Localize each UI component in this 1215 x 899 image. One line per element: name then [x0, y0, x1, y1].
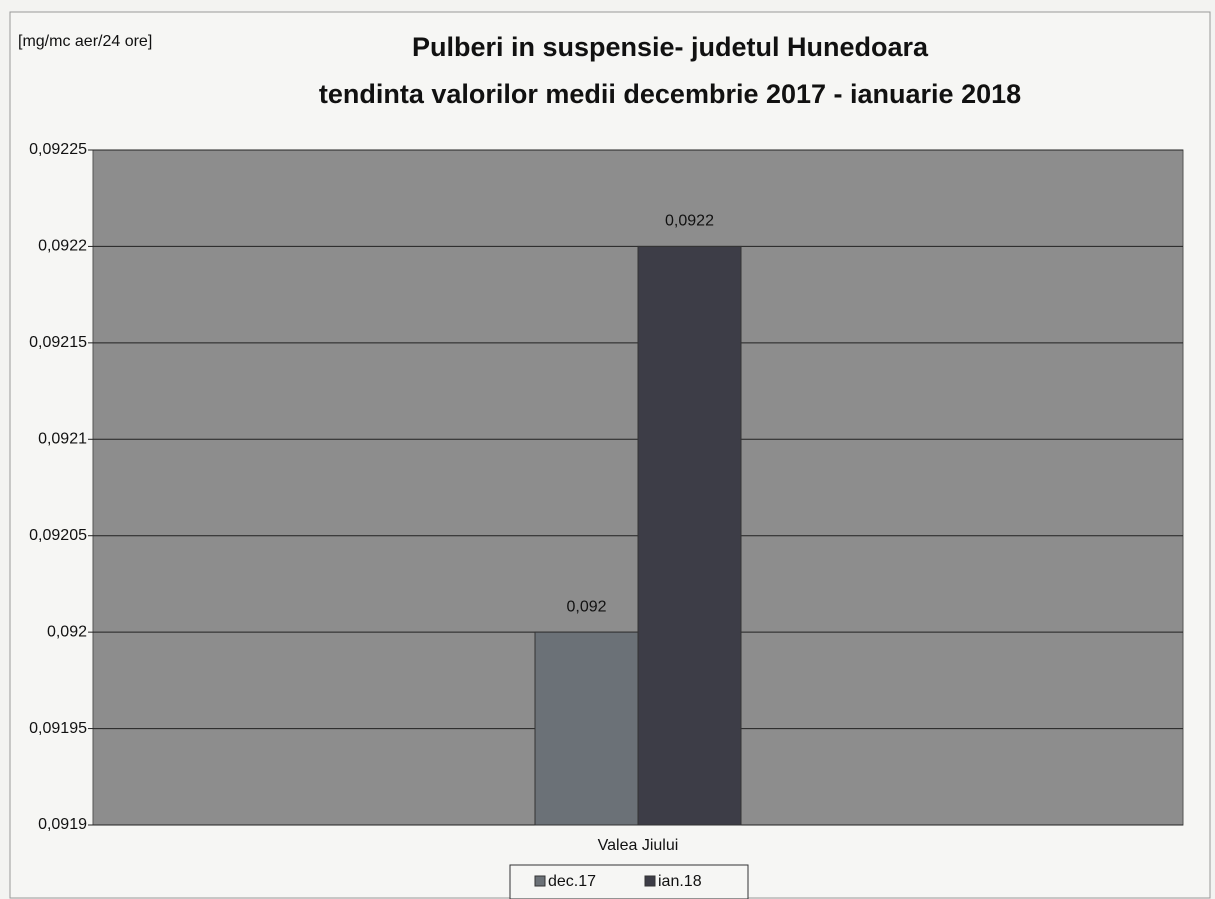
y-tick-label: 0,09195 — [29, 720, 87, 737]
y-tick-label: 0,09225 — [29, 141, 87, 158]
y-tick-label: 0,0919 — [38, 816, 87, 833]
bar — [534, 631, 639, 826]
data-label: 0,092 — [566, 598, 606, 615]
x-tick-label: Valea Jiului — [598, 837, 679, 854]
legend-label: dec.17 — [548, 873, 596, 890]
bar — [637, 245, 742, 826]
legend-label: ian.18 — [658, 873, 702, 890]
chart-title: tendinta valorilor medii decembrie 2017 … — [319, 79, 1021, 109]
y-axis-label: [mg/mc aer/24 ore] — [18, 33, 152, 50]
chart-title: Pulberi in suspensie- judetul Hunedoara — [412, 32, 929, 62]
y-tick-label: 0,092 — [47, 623, 87, 640]
legend-swatch — [534, 875, 546, 887]
data-label: 0,0922 — [665, 213, 714, 230]
y-tick-label: 0,09215 — [29, 334, 87, 351]
y-tick-label: 0,0921 — [38, 431, 87, 448]
legend-box — [509, 864, 749, 899]
legend-swatch — [644, 875, 656, 887]
y-tick-label: 0,09205 — [29, 527, 87, 544]
y-tick-label: 0,0922 — [38, 238, 87, 255]
